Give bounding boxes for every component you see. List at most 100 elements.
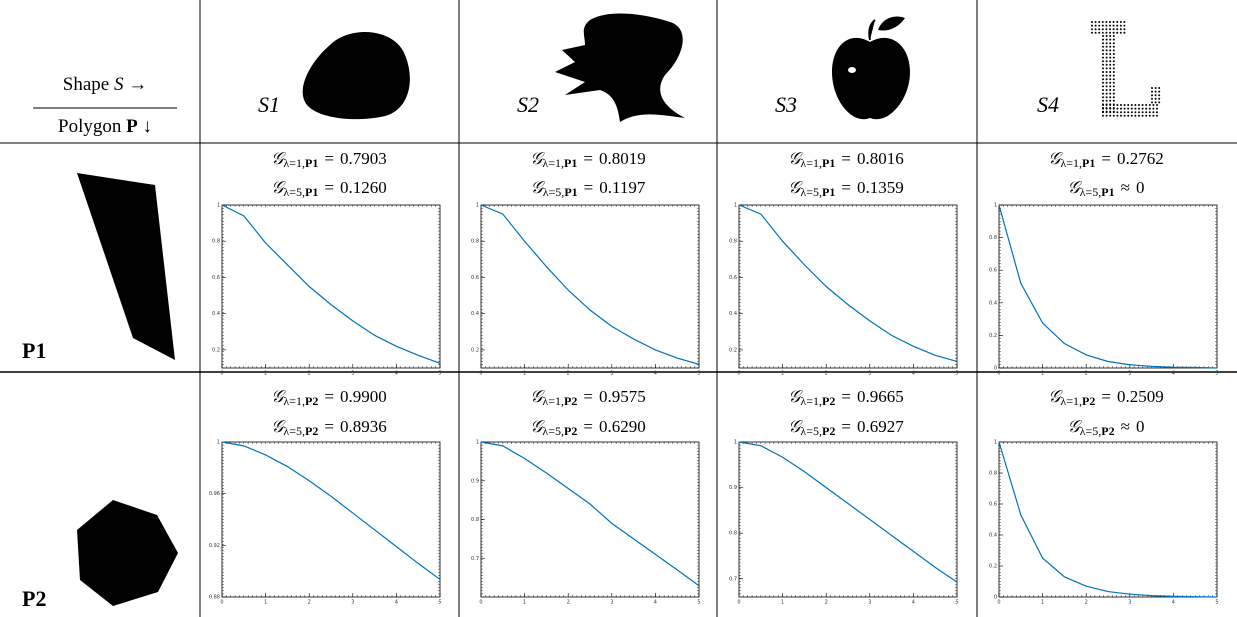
dot xyxy=(1152,111,1155,114)
y-tick-label: 0.96 xyxy=(209,491,220,497)
row-label: P2 xyxy=(22,586,46,611)
value: 0 xyxy=(1136,417,1145,436)
dot xyxy=(1105,49,1108,52)
dot xyxy=(1109,67,1112,70)
symbol: 𝒢 xyxy=(271,417,286,436)
x-tick-label: 4 xyxy=(654,600,657,606)
y-tick-label: 0.9 xyxy=(471,478,479,484)
subscript: λ=1, xyxy=(283,156,305,170)
y-tick-label: 1 xyxy=(217,203,220,209)
dot xyxy=(1105,35,1108,37)
x-tick-label: 5 xyxy=(1215,371,1218,377)
dot xyxy=(1127,114,1130,117)
formula: 𝒢λ=1,P2 = 0.9665 xyxy=(788,387,903,408)
dot xyxy=(1156,104,1158,106)
curve xyxy=(480,441,700,587)
dot xyxy=(1112,67,1115,70)
dot xyxy=(1116,31,1119,34)
dot xyxy=(1138,107,1140,110)
subscript-poly: P1 xyxy=(1082,156,1095,170)
dot xyxy=(1127,111,1130,114)
x-tick-label: 3 xyxy=(1128,600,1131,606)
dot xyxy=(1152,107,1155,110)
corner-bottom: Polygon P ↓ xyxy=(58,116,152,137)
dot xyxy=(1094,28,1097,31)
relation: = xyxy=(324,387,334,406)
subscript: λ=5, xyxy=(800,185,822,199)
x-tick-label: 3 xyxy=(351,371,354,377)
subscript-poly: P2 xyxy=(564,394,577,408)
symbol: 𝒢 xyxy=(271,387,286,406)
x-tick-label: 4 xyxy=(912,600,915,606)
dot xyxy=(1116,111,1119,114)
y-tick-label: 0.8 xyxy=(471,239,479,245)
subscript-poly: P2 xyxy=(822,394,835,408)
dot xyxy=(1105,111,1108,114)
y-tick-label: 0.88 xyxy=(209,595,220,601)
dot xyxy=(1102,42,1104,45)
x-tick-label: 5 xyxy=(697,600,700,606)
x-tick-label: 1 xyxy=(1041,371,1044,377)
subscript-poly: P1 xyxy=(564,156,577,170)
value: 0.2509 xyxy=(1117,387,1164,406)
dot xyxy=(1109,56,1112,59)
dot xyxy=(1109,114,1112,117)
dot xyxy=(1141,107,1144,110)
dot xyxy=(1154,97,1157,100)
dot xyxy=(1109,38,1112,41)
x-tick-label: 5 xyxy=(438,600,441,606)
dot xyxy=(1105,85,1108,88)
dot xyxy=(1112,96,1115,99)
dot xyxy=(1102,35,1104,37)
dot xyxy=(1112,92,1115,95)
x-tick-label: 2 xyxy=(825,371,828,377)
dot xyxy=(1156,114,1158,117)
subscript: λ=5, xyxy=(800,424,822,438)
dot xyxy=(1102,67,1104,70)
symbol: 𝒢 xyxy=(1068,417,1083,436)
dot xyxy=(1123,104,1126,106)
plot-frame xyxy=(221,441,441,598)
symbol: 𝒢 xyxy=(788,417,803,436)
dot xyxy=(1145,114,1148,117)
plot: 0 1 2 3 4 5 0 0.2 0.4 0.6 0.8 1 xyxy=(989,203,1219,377)
plot: 0 1 2 3 4 5 0.7 0.8 0.9 1 xyxy=(471,440,701,606)
dot xyxy=(1101,28,1104,31)
dot xyxy=(1127,104,1130,106)
dot xyxy=(1151,101,1153,104)
relation: = xyxy=(841,149,851,168)
dot xyxy=(1112,42,1115,45)
polygon-p2 xyxy=(77,500,178,606)
dot xyxy=(1109,89,1112,91)
dot xyxy=(1102,96,1104,99)
y-tick-label: 0.4 xyxy=(989,533,997,539)
dot xyxy=(1109,92,1112,95)
formula: 𝒢λ=5,P1 ≈0 xyxy=(1068,178,1145,199)
plot: 0 1 2 3 4 5 0.2 0.4 0.6 0.8 1 xyxy=(729,203,959,377)
plot-frame xyxy=(998,204,1218,369)
x-tick-label: 0 xyxy=(997,600,1000,606)
x-tick-label: 3 xyxy=(610,371,613,377)
subscript: λ=5, xyxy=(1080,185,1102,199)
dot xyxy=(1102,78,1104,81)
dot xyxy=(1105,38,1108,41)
dot xyxy=(1101,21,1104,23)
y-tick-label: 0.2 xyxy=(989,333,997,339)
value: 0.9665 xyxy=(857,387,904,406)
x-tick-label: 3 xyxy=(868,600,871,606)
subscript-poly: P2 xyxy=(564,424,577,438)
polygon-p1 xyxy=(77,173,175,360)
plot-frame xyxy=(738,441,958,598)
dot xyxy=(1105,71,1108,73)
dot xyxy=(1112,49,1115,52)
dot xyxy=(1112,56,1115,59)
y-tick-label: 1 xyxy=(217,440,220,446)
dot xyxy=(1123,24,1126,27)
dot xyxy=(1109,21,1111,23)
y-tick-label: 1 xyxy=(734,203,737,209)
dot xyxy=(1112,104,1115,106)
dot xyxy=(1094,24,1097,27)
dot xyxy=(1105,56,1108,59)
